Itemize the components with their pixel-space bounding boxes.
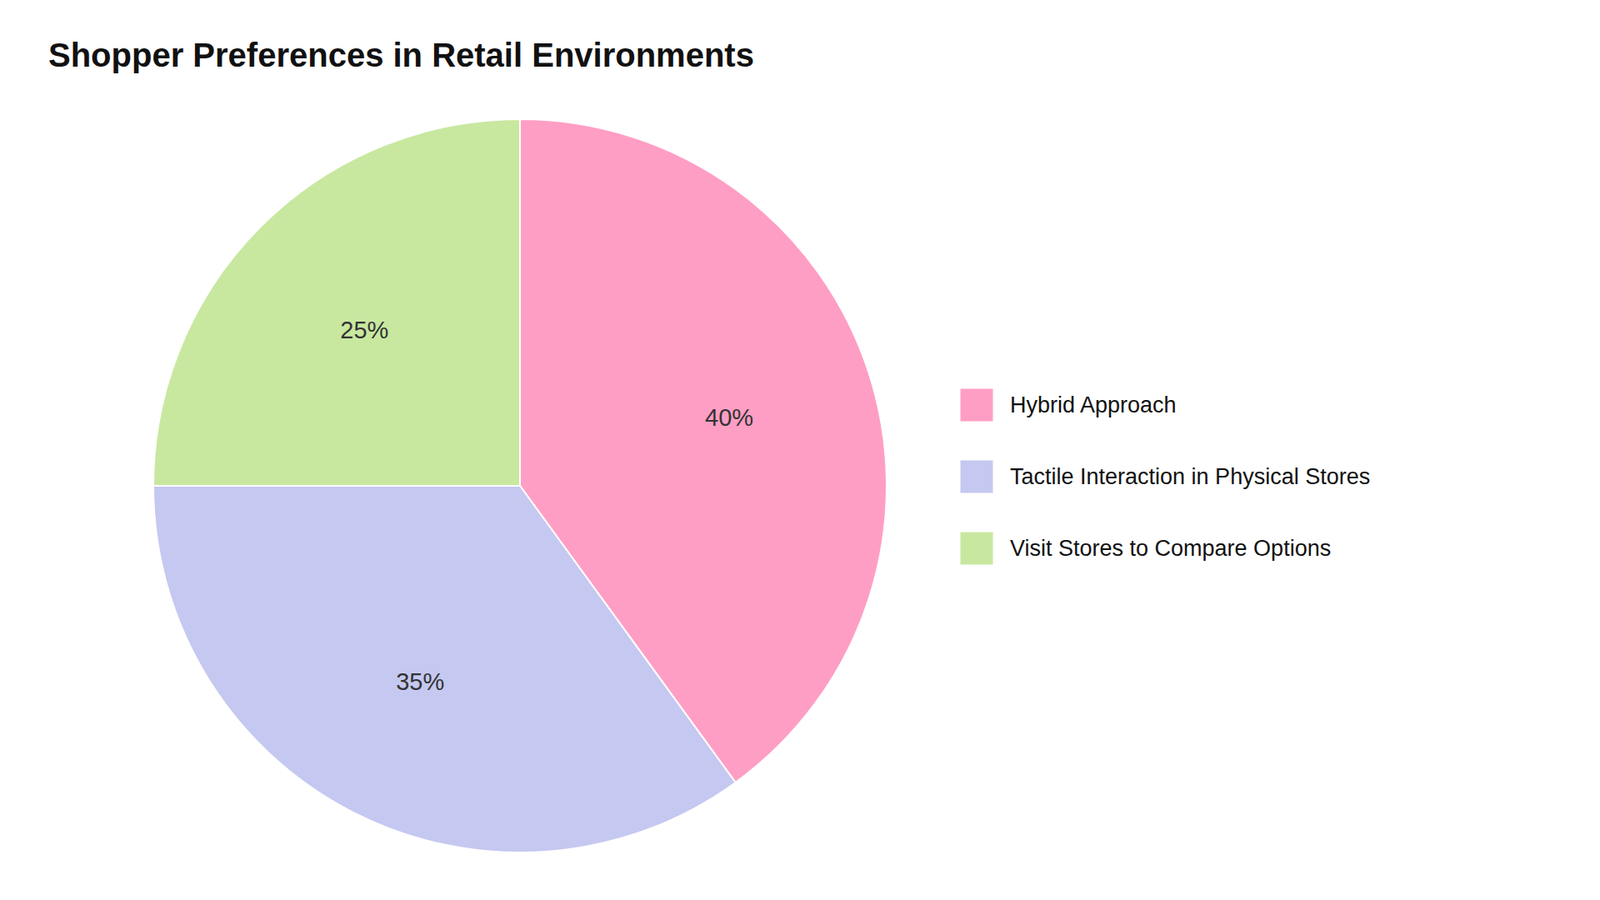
- legend-label: Hybrid Approach: [1010, 392, 1177, 418]
- legend-label: Visit Stores to Compare Options: [1010, 535, 1331, 561]
- data-label: 25%: [340, 316, 389, 344]
- pie-slice: [153, 485, 736, 853]
- pie-slice: [153, 119, 520, 486]
- pie-group: [153, 119, 887, 853]
- chart-title: Shopper Preferences in Retail Environmen…: [48, 36, 755, 74]
- legend-item: Tactile Interaction in Physical Stores: [960, 460, 1370, 494]
- data-label: 35%: [395, 668, 445, 695]
- legend-item: Hybrid Approach: [960, 388, 1177, 422]
- data-label: 40%: [705, 404, 754, 431]
- legend-swatch: [960, 531, 994, 565]
- legend: Hybrid Approach Tactile Interaction in Ph…: [960, 388, 1370, 565]
- legend-item: Visit Stores to Compare Options: [960, 531, 1331, 565]
- data-labels: 40% 35% 25%: [340, 316, 754, 695]
- legend-swatch: [960, 388, 994, 422]
- chart-canvas: Shopper Preferences in Retail Environmen…: [0, 0, 1600, 900]
- legend-swatch: [960, 460, 994, 494]
- legend-label: Tactile Interaction in Physical Stores: [1010, 464, 1370, 490]
